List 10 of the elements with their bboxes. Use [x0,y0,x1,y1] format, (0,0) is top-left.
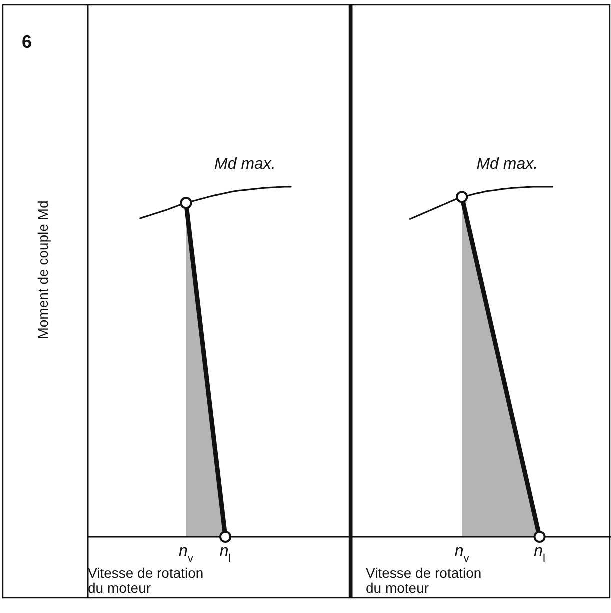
x-tick-label: n$_{v}$ [179,543,194,565]
x-tick-label: n$_{v}$ [454,543,470,565]
y-axis-title: Moment de couple Md [35,200,51,340]
text: 6 [22,32,32,52]
text: Md max. [214,156,276,173]
x-tick-label: n$_{l}$ [534,543,546,565]
x-axis-title: Vitesse de rotation du moteur [88,565,204,596]
x-tick-label: n$_{l}$ [220,543,232,565]
x-axis-title: Vitesse de rotation du moteur [366,565,482,596]
text: Md max. [476,156,538,173]
